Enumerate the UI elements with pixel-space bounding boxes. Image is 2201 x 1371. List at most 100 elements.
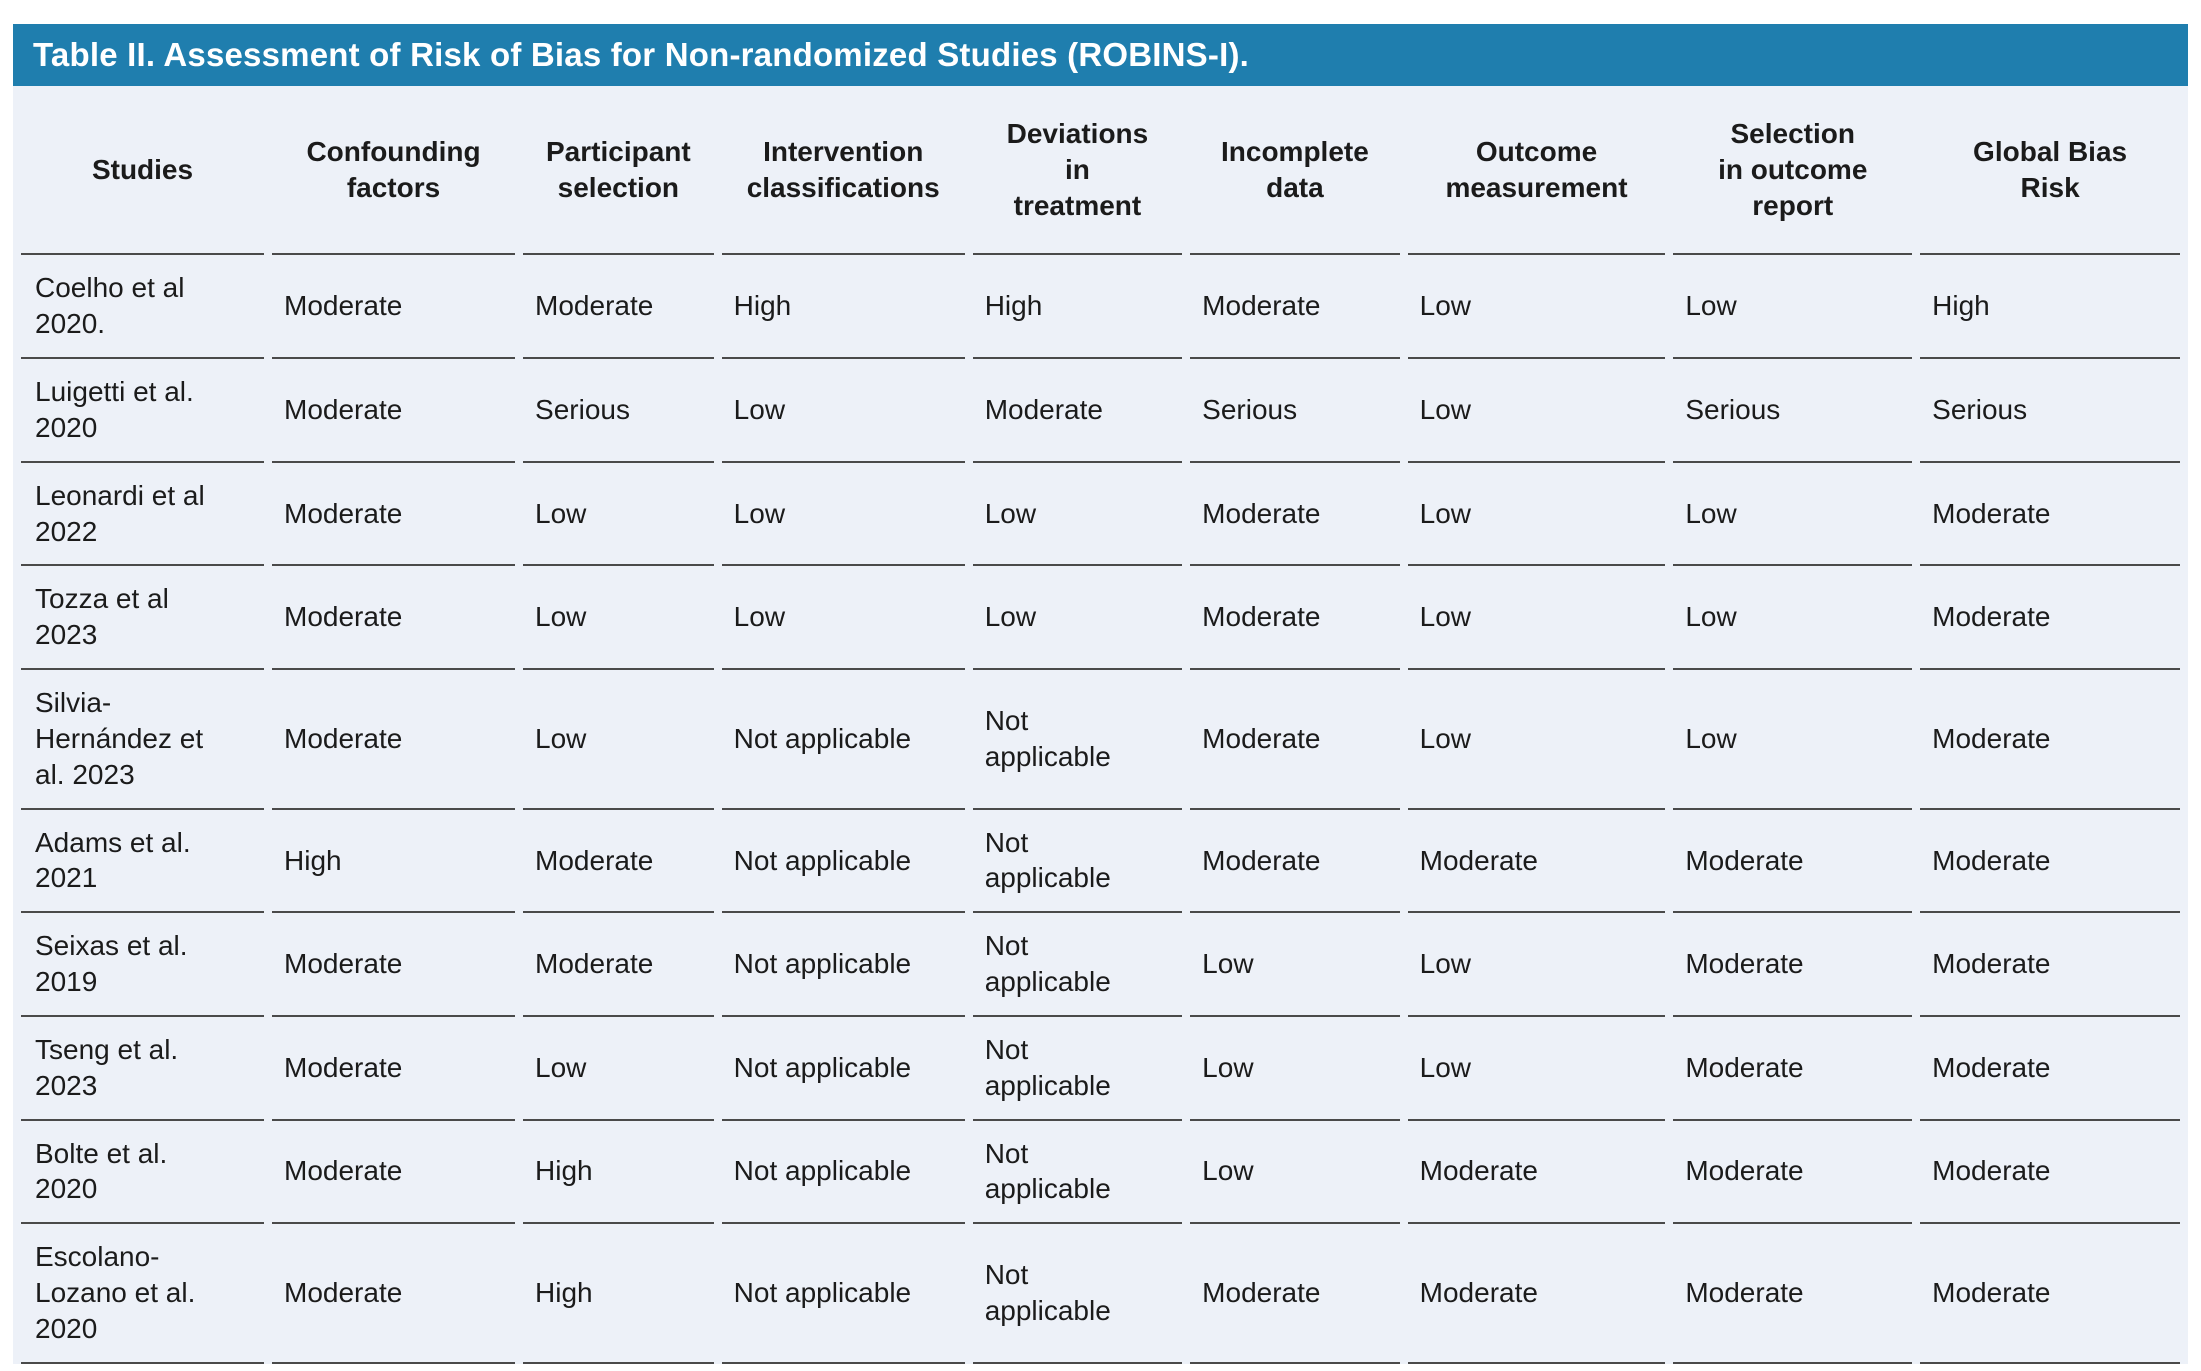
rating-cell: Moderate bbox=[1407, 1121, 1666, 1225]
rating-cell: Not applicable bbox=[721, 810, 965, 914]
rating-cell: Moderate bbox=[1190, 463, 1400, 567]
rating-cell: Low bbox=[523, 463, 714, 567]
rating-cell: Serious bbox=[1190, 359, 1400, 463]
column-header: Selection in outcome report bbox=[1673, 86, 1913, 256]
rating-cell: Moderate bbox=[1673, 1017, 1913, 1121]
rating-cell: Moderate bbox=[1190, 670, 1400, 810]
rating-cell: Moderate bbox=[1920, 1224, 2180, 1364]
rating-cell: Not applicable bbox=[972, 810, 1183, 914]
rating-cell: Low bbox=[523, 670, 714, 810]
rating-cell: Low bbox=[721, 566, 965, 671]
rating-cell: Low bbox=[1190, 1017, 1400, 1121]
rating-cell: High bbox=[721, 255, 965, 360]
rating-cell: Low bbox=[1407, 359, 1666, 463]
study-name: Seixas et al. 2019 bbox=[21, 913, 265, 1017]
rating-cell: Not applicable bbox=[721, 1224, 965, 1364]
column-header: Confounding factors bbox=[272, 86, 516, 256]
rating-cell: Moderate bbox=[1190, 810, 1400, 914]
rating-cell: Moderate bbox=[272, 1121, 516, 1225]
rating-cell: Low bbox=[1673, 255, 1913, 360]
rating-cell: Not applicable bbox=[972, 1017, 1183, 1121]
study-name: Silvia- Hernández et al. 2023 bbox=[21, 670, 265, 810]
table-row: Escolano- Lozano et al. 2020 Moderate High… bbox=[21, 1224, 2180, 1364]
rating-cell: Serious bbox=[1920, 359, 2180, 463]
table-row: Leonardi et al 2022 Moderate Low Low Low Mode… bbox=[21, 463, 2180, 567]
rating-cell: Not applicable bbox=[721, 670, 965, 810]
rating-cell: Moderate bbox=[272, 1017, 516, 1121]
table-row: Tseng et al. 2023 Moderate Low Not applicab… bbox=[21, 1017, 2180, 1121]
column-header: Incomplete data bbox=[1190, 86, 1400, 256]
rating-cell: Moderate bbox=[1920, 463, 2180, 567]
rating-cell: Moderate bbox=[272, 255, 516, 360]
rating-cell: Moderate bbox=[272, 670, 516, 810]
rating-cell: Moderate bbox=[1920, 913, 2180, 1017]
rating-cell: Not applicable bbox=[721, 913, 965, 1017]
bias-table: Studies Confounding factors Participant se… bbox=[13, 86, 2188, 1364]
rating-cell: Moderate bbox=[272, 566, 516, 671]
rating-cell: Low bbox=[1190, 1121, 1400, 1225]
rating-cell: Low bbox=[1407, 255, 1666, 360]
rating-cell: Low bbox=[972, 566, 1183, 671]
study-name: Coelho et al 2020. bbox=[21, 255, 265, 360]
table-row: Silvia- Hernández et al. 2023 Moderate Low… bbox=[21, 670, 2180, 810]
rating-cell: Moderate bbox=[1673, 913, 1913, 1017]
rating-cell: Moderate bbox=[523, 913, 714, 1017]
table-row: Bolte et al. 2020 Moderate High Not applica… bbox=[21, 1121, 2180, 1225]
rating-cell: Moderate bbox=[1673, 810, 1913, 914]
rating-cell: Not applicable bbox=[972, 913, 1183, 1017]
header-row: Studies Confounding factors Participant se… bbox=[21, 86, 2180, 256]
rating-cell: Moderate bbox=[1190, 566, 1400, 671]
rating-cell: Moderate bbox=[272, 913, 516, 1017]
table-title: Table II. Assessment of Risk of Bias for… bbox=[33, 36, 1250, 73]
column-header: Participant selection bbox=[523, 86, 714, 256]
rating-cell: Serious bbox=[1673, 359, 1913, 463]
rating-cell: High bbox=[523, 1224, 714, 1364]
rating-cell: Moderate bbox=[1190, 255, 1400, 360]
column-header: Outcome measurement bbox=[1407, 86, 1666, 256]
rating-cell: Low bbox=[1407, 913, 1666, 1017]
rating-cell: Moderate bbox=[1920, 1017, 2180, 1121]
rating-cell: Not applicable bbox=[972, 670, 1183, 810]
table-body: Coelho et al 2020. Moderate Moderate High Hi… bbox=[21, 255, 2180, 1364]
rating-cell: Moderate bbox=[523, 255, 714, 360]
rating-cell: Low bbox=[1407, 566, 1666, 671]
rating-cell: Moderate bbox=[1920, 670, 2180, 810]
rating-cell: Not applicable bbox=[972, 1121, 1183, 1225]
study-name: Adams et al. 2021 bbox=[21, 810, 265, 914]
rating-cell: Low bbox=[972, 463, 1183, 567]
rating-cell: Low bbox=[523, 1017, 714, 1121]
rating-cell: Moderate bbox=[1407, 1224, 1666, 1364]
rating-cell: Moderate bbox=[972, 359, 1183, 463]
study-name: Escolano- Lozano et al. 2020 bbox=[21, 1224, 265, 1364]
rating-cell: Low bbox=[1407, 463, 1666, 567]
table-row: Tozza et al 2023 Moderate Low Low Low Moderat… bbox=[21, 566, 2180, 671]
rating-cell: Low bbox=[721, 463, 965, 567]
study-name: Tseng et al. 2023 bbox=[21, 1017, 265, 1121]
column-header: Intervention classifications bbox=[721, 86, 965, 256]
rating-cell: Moderate bbox=[272, 1224, 516, 1364]
rating-cell: Not applicable bbox=[721, 1121, 965, 1225]
rating-cell: High bbox=[272, 810, 516, 914]
rating-cell: Low bbox=[1190, 913, 1400, 1017]
study-name: Leonardi et al 2022 bbox=[21, 463, 265, 567]
table-row: Adams et al. 2021 High Moderate Not applica… bbox=[21, 810, 2180, 914]
rating-cell: Low bbox=[1407, 1017, 1666, 1121]
column-header: Global Bias Risk bbox=[1920, 86, 2180, 256]
rating-cell: Moderate bbox=[1673, 1121, 1913, 1225]
rating-cell: Moderate bbox=[1190, 1224, 1400, 1364]
table-row: Coelho et al 2020. Moderate Moderate High Hi… bbox=[21, 255, 2180, 360]
table-title-bar: Table II. Assessment of Risk of Bias for… bbox=[13, 24, 2188, 86]
rating-cell: Moderate bbox=[1920, 1121, 2180, 1225]
rating-cell: Moderate bbox=[1673, 1224, 1913, 1364]
rating-cell: Moderate bbox=[272, 463, 516, 567]
column-header: Deviations in treatment bbox=[972, 86, 1183, 256]
study-name: Luigetti et al. 2020 bbox=[21, 359, 265, 463]
rating-cell: Moderate bbox=[272, 359, 516, 463]
rating-cell: Low bbox=[1673, 463, 1913, 567]
rating-cell: Not applicable bbox=[721, 1017, 965, 1121]
column-header: Studies bbox=[21, 86, 265, 256]
rating-cell: Moderate bbox=[1407, 810, 1666, 914]
rating-cell: High bbox=[972, 255, 1183, 360]
rating-cell: Not applicable bbox=[972, 1224, 1183, 1364]
rating-cell: Low bbox=[1407, 670, 1666, 810]
